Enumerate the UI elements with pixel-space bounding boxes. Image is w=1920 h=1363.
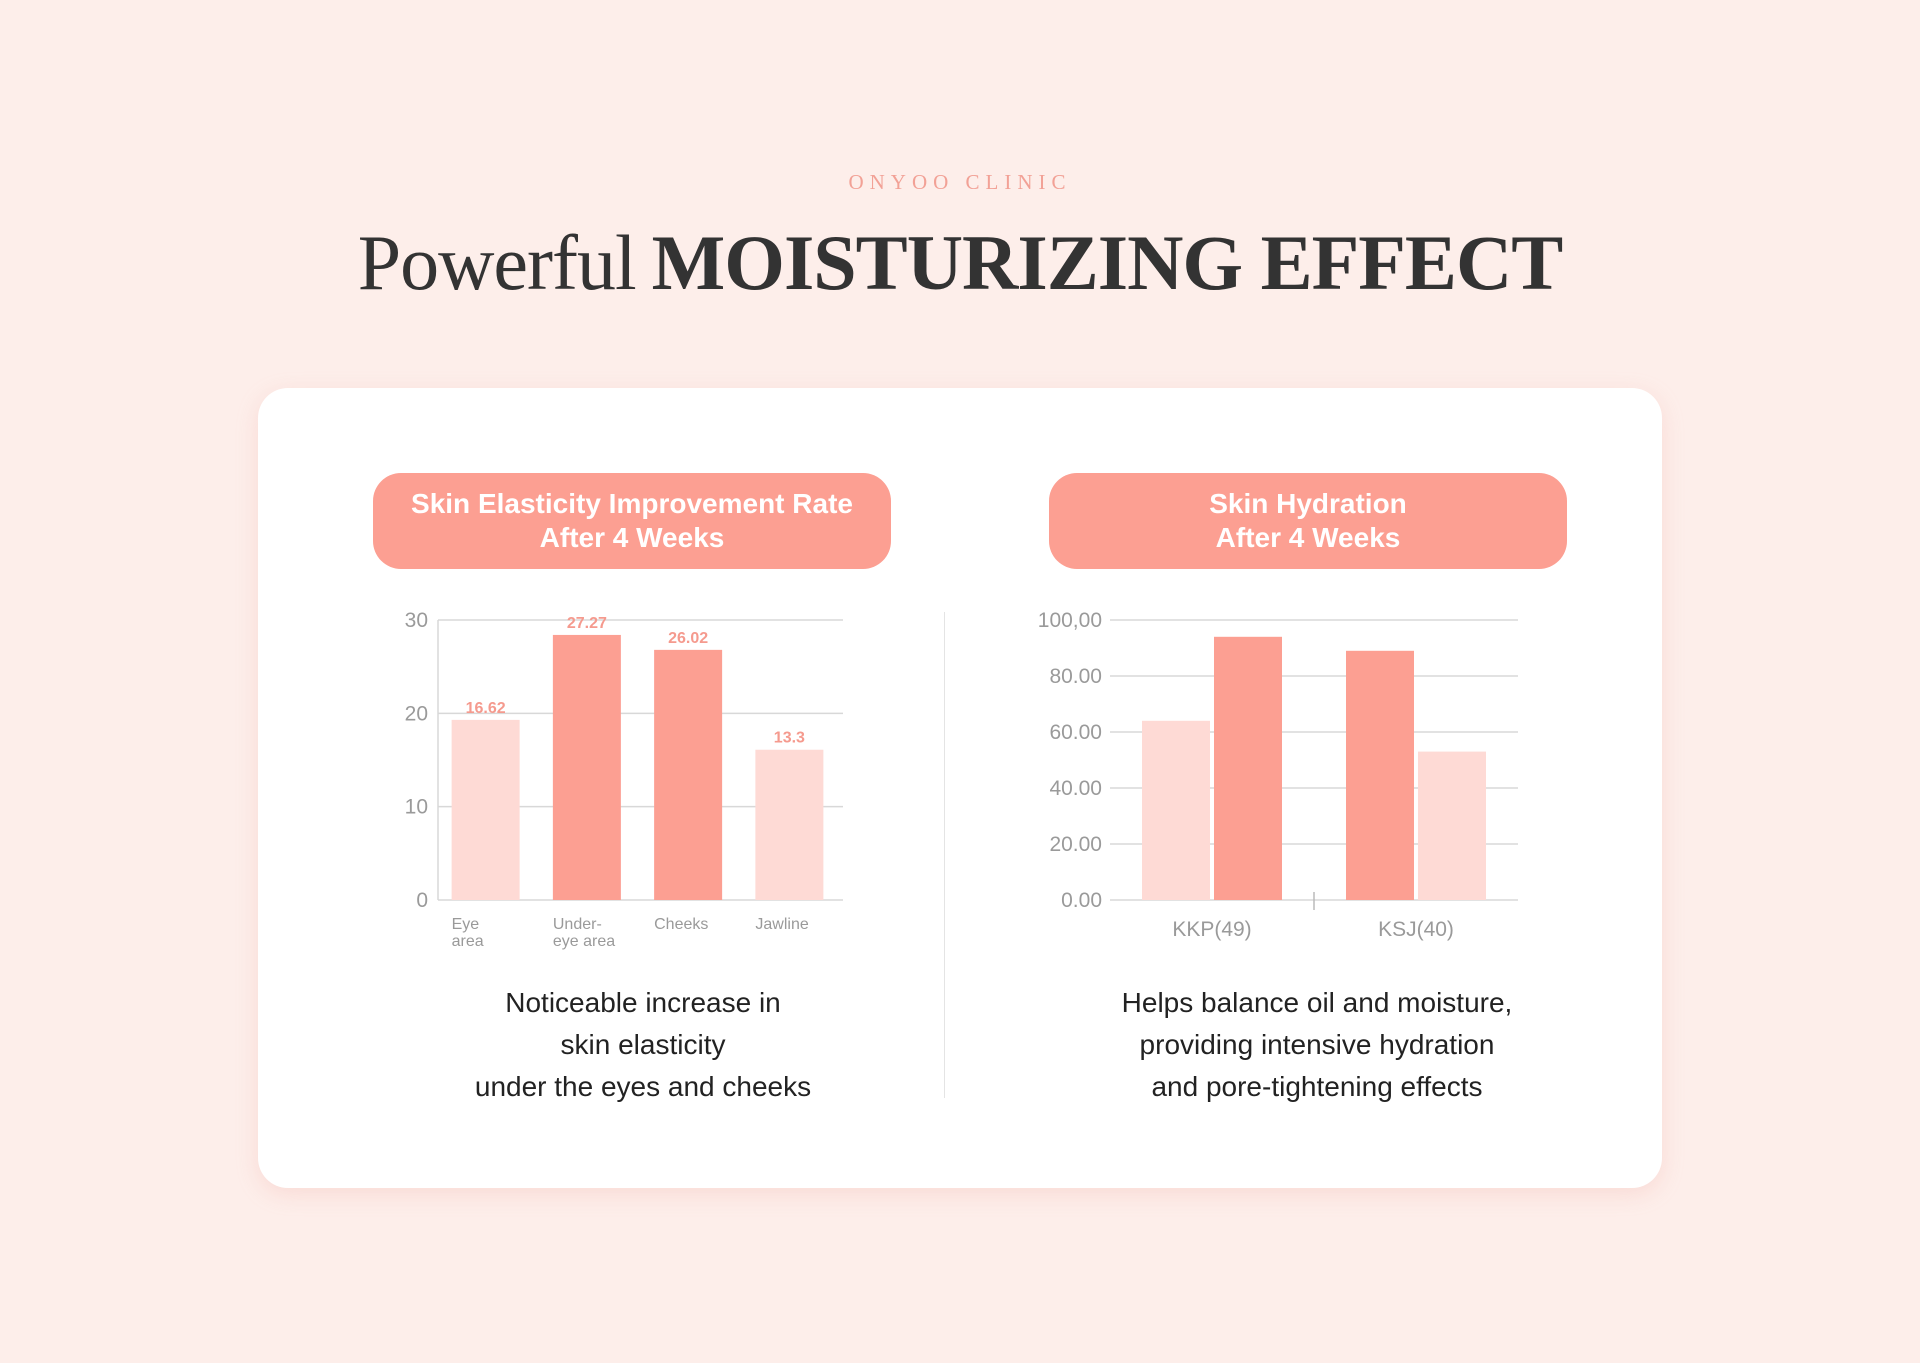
bar	[1142, 720, 1210, 900]
bar-data-label: 16.62	[466, 700, 506, 717]
page-title-bold: MOISTURIZING EFFECT	[651, 219, 1564, 306]
hydration-title-line: After 4 Weeks	[1215, 522, 1401, 553]
bar-data-label: 27.27	[567, 615, 607, 632]
hydration-bar-chart: 0.00 20.00 40.00 60.00 80.00 100,00 KKP(49) KSJ…	[1038, 609, 1518, 941]
description-line: under the eyes and cheeks	[474, 1071, 812, 1102]
y-tick-label: 0.00	[1061, 889, 1102, 912]
description-line: providing intensive hydration	[1139, 1029, 1495, 1060]
page-title-light: Powerful	[357, 219, 637, 306]
description-line: Helps balance oil and moisture,	[1121, 987, 1513, 1018]
bar	[1214, 636, 1282, 900]
elasticity-title-line: After 4 Weeks	[539, 522, 725, 553]
x-category-label: Cheeks	[654, 916, 708, 933]
y-tick-label: 10	[405, 796, 428, 819]
y-tick-label: 60.00	[1049, 721, 1102, 744]
x-category-label: KKP(49)	[1172, 918, 1251, 941]
bar	[654, 649, 723, 900]
bar	[552, 634, 621, 900]
y-tick-label: 20.00	[1049, 833, 1102, 856]
hydration-title-line: Skin Hydration	[1209, 488, 1407, 519]
bar	[1418, 751, 1486, 900]
x-category-label: area	[452, 933, 484, 950]
y-tick-label: 40.00	[1049, 777, 1102, 800]
panel-divider	[944, 612, 945, 1098]
bar	[451, 719, 520, 900]
y-tick-label: 0	[416, 889, 428, 912]
hydration-description: Helps balance oil and moisture, providin…	[1037, 982, 1597, 1108]
description-line: Noticeable increase in	[505, 987, 781, 1018]
x-category-label: Eye	[452, 916, 480, 933]
hydration-title-pill: Skin Hydration After 4 Weeks	[1049, 473, 1567, 569]
bar-data-label: 26.02	[668, 630, 708, 647]
description-line: skin elasticity	[560, 1029, 726, 1060]
elasticity-title-pill: Skin Elasticity Improvement Rate After 4…	[373, 473, 891, 569]
elasticity-title-line: Skin Elasticity Improvement Rate	[411, 488, 853, 519]
description-line: and pore-tightening effects	[1151, 1071, 1483, 1102]
x-category-label: Under-	[553, 916, 602, 933]
y-tick-label: 20	[405, 702, 428, 725]
y-tick-label: 80.00	[1049, 665, 1102, 688]
bar-data-label: 13.3	[774, 730, 805, 747]
bar	[1346, 650, 1414, 900]
brand-name: ONYOO CLINIC	[848, 170, 1072, 194]
elasticity-description: Noticeable increase in skin elasticity u…	[363, 982, 923, 1108]
y-tick-label: 100,00	[1038, 609, 1102, 632]
x-category-label: Jawline	[755, 916, 808, 933]
page-title: Powerful MOISTURIZING EFFECT	[0, 218, 1920, 308]
x-category-label: eye area	[553, 933, 615, 950]
x-category-label: KSJ(40)	[1378, 918, 1454, 941]
bar	[755, 749, 824, 900]
y-tick-label: 30	[405, 609, 428, 632]
